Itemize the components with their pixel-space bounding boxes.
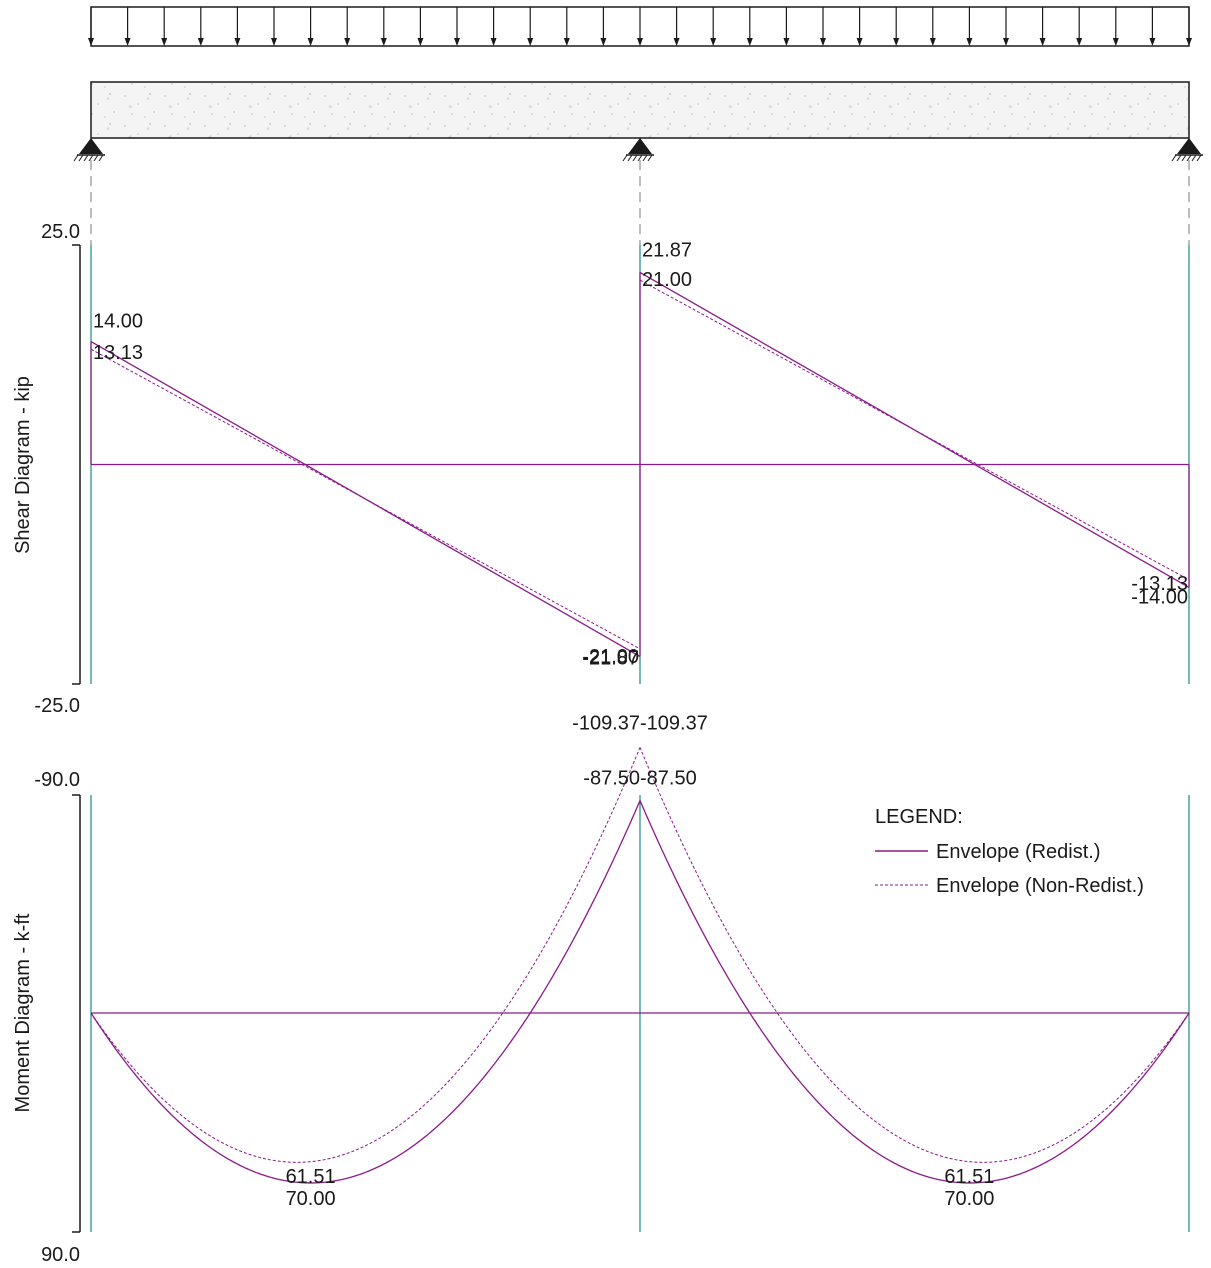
support-hatch bbox=[93, 154, 99, 162]
beam bbox=[90, 81, 1190, 139]
load-arrowhead bbox=[161, 38, 168, 46]
shear-value-label: -13.13 bbox=[1131, 573, 1188, 595]
legend-label-nonredist: Envelope (Non-Redist.) bbox=[936, 875, 1144, 897]
support-hatch bbox=[88, 154, 94, 162]
load-arrowhead bbox=[454, 38, 460, 46]
load-arrowhead bbox=[490, 38, 497, 46]
pin-support-icon bbox=[628, 138, 652, 154]
support-hatch bbox=[647, 154, 653, 162]
load-arrowhead bbox=[1149, 38, 1156, 46]
support-hatch bbox=[632, 154, 638, 162]
load-arrowhead bbox=[856, 38, 863, 46]
legend-title: LEGEND: bbox=[875, 806, 963, 828]
support-hatch bbox=[622, 154, 628, 162]
support-hatch bbox=[627, 154, 633, 162]
shear-value-label: 14.00 bbox=[93, 311, 143, 333]
support-hatch bbox=[1181, 154, 1187, 162]
legend: LEGEND: Envelope (Redist.) Envelope (Non… bbox=[875, 806, 1144, 897]
load-arrowhead bbox=[271, 38, 277, 46]
load-arrowhead bbox=[307, 38, 314, 46]
support-hatch bbox=[1191, 154, 1197, 162]
load-arrowhead bbox=[746, 38, 753, 46]
load-arrowhead bbox=[197, 38, 204, 46]
beam-body bbox=[90, 81, 1190, 139]
support-hatch bbox=[642, 154, 648, 162]
moment-value-label: 70.00 bbox=[944, 1188, 994, 1210]
load-arrowhead bbox=[820, 38, 826, 46]
moment-nonredist-curve bbox=[639, 747, 1190, 1163]
shear-nonredist-line bbox=[639, 279, 1190, 581]
shear-value-label: 21.87 bbox=[642, 239, 692, 261]
shear-axis-label: Shear Diagram - kip bbox=[12, 376, 34, 554]
pin-support-icon bbox=[79, 138, 103, 154]
load-arrowhead bbox=[929, 38, 936, 46]
supports bbox=[73, 138, 1203, 162]
shear-value-label: 13.13 bbox=[93, 342, 143, 364]
moment-redist-curve bbox=[90, 800, 641, 1184]
load-arrowhead bbox=[1039, 38, 1046, 46]
support-hatch bbox=[73, 154, 79, 162]
moment-value-label: -87.50-87.50 bbox=[583, 768, 696, 790]
shear-tick-bottom: -25.0 bbox=[34, 695, 80, 717]
moment-value-label: 61.51 bbox=[286, 1166, 336, 1188]
load-arrowhead bbox=[344, 38, 351, 46]
support-guides bbox=[90, 160, 1190, 245]
moment-value-label: 70.00 bbox=[286, 1188, 336, 1210]
moment-value-label: 61.51 bbox=[944, 1166, 994, 1188]
moment-redist-curve bbox=[639, 800, 1190, 1184]
shear-diagram: Shear Diagram - kip 25.0 -25.0 14.00 13.1… bbox=[12, 221, 1190, 717]
shear-value-label: -21.00 bbox=[582, 646, 639, 668]
support-hatch bbox=[1176, 154, 1182, 162]
load-arrowhead bbox=[124, 38, 131, 46]
legend-label-redist: Envelope (Redist.) bbox=[936, 841, 1101, 863]
moment-value-label: -109.37-109.37 bbox=[572, 712, 708, 734]
shear-value-label: 21.00 bbox=[642, 269, 692, 291]
load-arrowhead bbox=[234, 38, 241, 46]
shear-value-label: -14.00 bbox=[1131, 586, 1188, 608]
load-arrowhead bbox=[1186, 38, 1192, 46]
pin-support-icon bbox=[1177, 138, 1201, 154]
support-hatch bbox=[1171, 154, 1177, 162]
load-arrowhead bbox=[710, 38, 717, 46]
support-hatch bbox=[637, 154, 643, 162]
shear-nonredist-line bbox=[90, 348, 641, 650]
load-arrowhead bbox=[673, 38, 680, 46]
load-arrowhead bbox=[893, 38, 900, 46]
load-arrowhead bbox=[380, 38, 387, 46]
shear-tick-top: 25.0 bbox=[41, 221, 80, 243]
moment-tick-top: -90.0 bbox=[34, 769, 80, 791]
shear-value-label: -21.87 bbox=[582, 648, 639, 670]
moment-axis-label: Moment Diagram - k-ft bbox=[12, 913, 34, 1112]
moment-tick-bottom: 90.0 bbox=[41, 1244, 80, 1266]
support-hatch bbox=[78, 154, 84, 162]
load-arrowhead bbox=[600, 38, 607, 46]
support-hatch bbox=[1186, 154, 1192, 162]
load-arrowhead bbox=[88, 38, 94, 46]
load-arrowhead bbox=[563, 38, 570, 46]
load-arrowhead bbox=[783, 38, 790, 46]
load-arrowhead bbox=[637, 38, 643, 46]
load-arrowhead bbox=[1076, 38, 1083, 46]
load-arrowhead bbox=[966, 38, 973, 46]
moment-diagram: Moment Diagram - k-ft -90.0 90.0 -109.37… bbox=[12, 712, 1190, 1266]
load-arrowhead bbox=[527, 38, 534, 46]
support-hatch bbox=[98, 154, 104, 162]
load-arrowhead bbox=[1112, 38, 1119, 46]
moment-nonredist-curve bbox=[90, 747, 641, 1163]
support-hatch bbox=[1196, 154, 1202, 162]
support-hatch bbox=[83, 154, 89, 162]
load-arrowhead bbox=[1003, 38, 1009, 46]
load-arrowhead bbox=[417, 38, 424, 46]
distributed-load bbox=[88, 6, 1192, 47]
